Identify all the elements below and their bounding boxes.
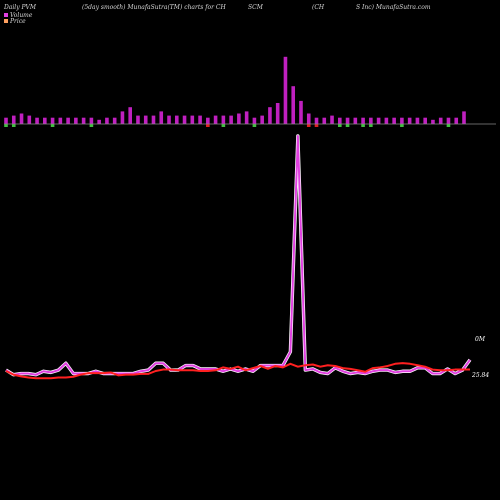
volume-bar xyxy=(423,117,427,124)
volume-bar xyxy=(260,115,264,124)
volume-bar xyxy=(376,117,381,124)
volume-bar xyxy=(415,117,420,124)
volume-bar xyxy=(213,115,218,124)
volume-bar-negative xyxy=(306,124,311,127)
volume-bar xyxy=(11,115,16,124)
header-right-a: (CH xyxy=(312,4,325,11)
volume-bar xyxy=(306,113,311,124)
volume-bar xyxy=(275,103,280,124)
volume-bar xyxy=(314,117,319,124)
volume-bar xyxy=(182,115,187,124)
volume-bar-negative xyxy=(221,124,226,127)
volume-bar xyxy=(143,115,148,124)
volume-bar xyxy=(244,111,249,124)
volume-bar-negative xyxy=(89,124,94,127)
volume-bar xyxy=(438,117,443,124)
volume-bar xyxy=(66,117,70,124)
volume-bar xyxy=(43,117,47,124)
volume-bar-negative xyxy=(252,124,257,127)
volume-bar-negative xyxy=(4,124,8,127)
volume-bar xyxy=(338,117,342,124)
volume-bars xyxy=(4,56,466,127)
header-left: Daily PVM xyxy=(3,4,37,11)
volume-bar xyxy=(159,111,164,124)
volume-bar xyxy=(35,117,39,124)
volume-bar xyxy=(27,115,32,124)
volume-bar xyxy=(174,115,179,124)
volume-bar xyxy=(353,117,358,124)
volume-bar xyxy=(291,86,296,124)
volume-bar xyxy=(361,117,365,124)
volume-bar-negative xyxy=(11,124,16,127)
volume-bar xyxy=(50,117,55,124)
volume-end-label: 0M xyxy=(475,336,486,343)
volume-bar-negative xyxy=(314,124,319,127)
volume-bar xyxy=(237,113,241,124)
legend-price-swatch xyxy=(4,19,8,23)
volume-bar xyxy=(74,117,78,124)
volume-bar xyxy=(454,117,459,124)
volume-bar xyxy=(151,115,156,124)
volume-bar xyxy=(400,117,404,124)
volume-bar xyxy=(105,117,109,124)
volume-bar xyxy=(19,113,24,124)
volume-bar xyxy=(299,100,303,124)
volume-bar xyxy=(112,117,117,124)
volume-bar xyxy=(198,115,202,124)
volume-bar xyxy=(120,111,125,124)
volume-bar xyxy=(252,117,257,124)
volume-bar xyxy=(446,117,451,124)
volume-bar xyxy=(229,115,233,124)
volume-bar xyxy=(392,117,396,124)
header-ticker: SCM xyxy=(248,4,264,11)
volume-bar xyxy=(128,107,132,124)
header-right-b: S Inc) MunafaSutra.com xyxy=(356,4,431,11)
volume-bar xyxy=(283,56,288,124)
price-end-label: 25.84 xyxy=(471,372,489,379)
volume-bar-negative xyxy=(400,124,404,127)
volume-bar-negative xyxy=(446,124,451,127)
volume-bar-negative xyxy=(206,124,210,127)
volume-bar xyxy=(345,117,350,124)
volume-bar-negative xyxy=(369,124,373,127)
volume-bar xyxy=(322,117,327,124)
volume-bar xyxy=(384,117,389,124)
volume-bar-negative xyxy=(50,124,55,127)
volume-bar xyxy=(97,119,101,124)
volume-bar xyxy=(4,117,8,124)
volume-bar xyxy=(58,117,63,124)
price-volume-lines xyxy=(5,134,472,380)
volume-bar-negative xyxy=(361,124,365,127)
volume-bar xyxy=(89,117,94,124)
volume-bar-negative xyxy=(345,124,350,127)
legend-volume-label: Volume xyxy=(10,12,33,19)
legend-price-label: Price xyxy=(9,18,26,25)
volume-bar-negative xyxy=(338,124,342,127)
volume-bar xyxy=(81,117,86,124)
volume-bar xyxy=(221,115,226,124)
volume-bar xyxy=(268,107,272,124)
volume-bar xyxy=(136,115,140,124)
legend-volume-swatch xyxy=(4,13,8,17)
volume-bar xyxy=(369,117,373,124)
price-line xyxy=(5,362,470,380)
volume-bar xyxy=(431,119,435,124)
volume-bar xyxy=(407,117,412,124)
volume-bar xyxy=(206,117,210,124)
volume-bar xyxy=(167,115,171,124)
volume-bar xyxy=(462,111,466,124)
header-center: (5day smooth) MunafaSutra(TM) charts for… xyxy=(82,4,226,11)
volume-bar xyxy=(330,115,334,124)
volume-bar xyxy=(190,115,195,124)
